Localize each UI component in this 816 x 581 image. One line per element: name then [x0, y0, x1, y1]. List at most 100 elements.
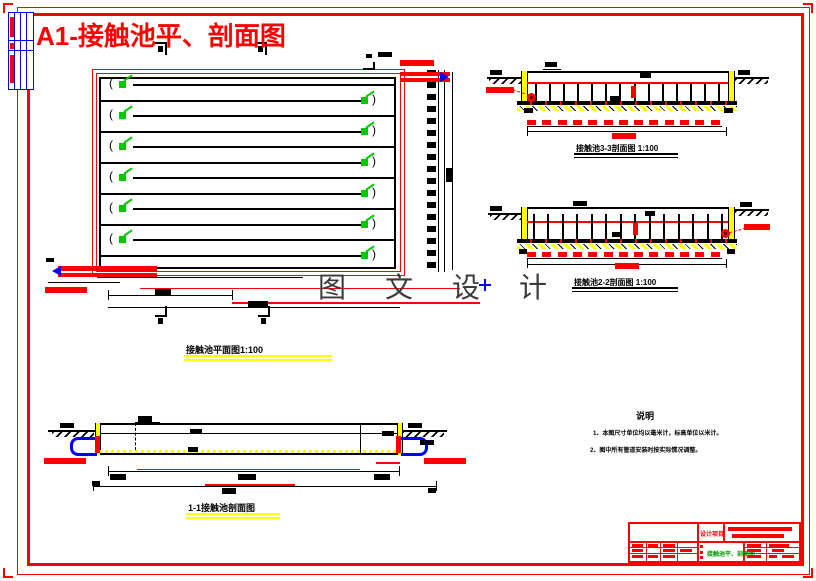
section-baffle	[690, 84, 692, 102]
s22-label: 接触池2-2剖面图 1:100	[574, 278, 657, 287]
flow-arrow-icon	[440, 72, 449, 82]
ground-hatch	[735, 79, 768, 84]
section-cut-mark	[265, 42, 267, 55]
bay-dim-blob	[649, 120, 659, 125]
pipe-mark	[373, 62, 375, 70]
outlet-pipe	[400, 72, 450, 76]
plan-baffle	[99, 161, 362, 164]
bay-dim-blob	[710, 120, 720, 125]
corner-mark	[803, 3, 813, 5]
dim-text-blob	[727, 249, 735, 254]
section-baffle	[662, 84, 664, 102]
flow-symbol-icon	[361, 158, 368, 166]
s11-tank-top	[95, 423, 401, 425]
corner-mark	[3, 576, 13, 578]
plan-baffle	[133, 84, 396, 86]
dim-line-red	[140, 288, 460, 289]
dim-line	[108, 295, 232, 296]
bay-dim-blob	[695, 120, 705, 125]
ground-hatch	[735, 211, 768, 216]
ground-line	[487, 77, 522, 79]
dim-text-blob	[573, 201, 587, 206]
section-cut-mark	[165, 306, 167, 317]
inlet-pipe-label-blob	[45, 287, 87, 293]
dim-text-blob	[138, 416, 152, 422]
dim-tick	[399, 466, 400, 476]
dim-text-blob	[378, 52, 392, 57]
dim-text-blob	[261, 318, 266, 324]
flow-symbol-icon	[361, 96, 368, 104]
bay-dim-blob	[557, 120, 567, 125]
flow-symbol-icon	[119, 236, 126, 243]
inlet-pipe	[58, 273, 157, 277]
label-underline	[574, 157, 678, 158]
s33-base-slab	[517, 101, 737, 105]
corner-mark	[3, 3, 5, 13]
dim-text-blob	[158, 46, 163, 52]
flow-symbol-icon	[119, 143, 126, 150]
section-baffle	[678, 214, 680, 239]
section-baffle	[707, 214, 709, 239]
total-dim-blob	[615, 263, 639, 269]
gate-arc-icon: (	[109, 169, 113, 183]
gate-arc-icon: (	[109, 138, 113, 152]
dim-line	[527, 131, 727, 132]
bay-dim-blob	[634, 252, 644, 257]
elevation-blob	[490, 206, 502, 211]
dim-text-blob	[428, 488, 436, 493]
bay-dim-blob	[664, 120, 674, 125]
section-baffle	[549, 84, 551, 102]
dim-text-blob	[645, 211, 655, 216]
watermark-text: 图 文 设 计	[318, 273, 564, 304]
elevation-blob	[490, 70, 502, 75]
section-baffle	[704, 84, 706, 102]
dim-text-blob	[190, 429, 202, 434]
plan-baffles: () () () () () ()	[99, 77, 396, 267]
plan-baffle	[133, 239, 396, 241]
dim-text-blob	[158, 318, 163, 324]
outlet-flange-icon	[401, 437, 428, 456]
s33-wall-right	[728, 71, 735, 103]
s22-tank-top	[522, 207, 733, 209]
section-baffle	[649, 214, 651, 239]
dim-tick	[527, 259, 528, 268]
channel-wall-hatch	[427, 70, 436, 272]
s22-base-slab	[517, 239, 737, 243]
s22-base-hatch	[517, 244, 737, 249]
section-baffle	[648, 84, 650, 102]
gate-arc-icon: (	[109, 107, 113, 121]
section-baffle	[605, 214, 607, 239]
dim-line-red	[137, 469, 360, 470]
plan-outer-wall	[92, 69, 405, 276]
s33-base-hatch	[517, 106, 737, 111]
elevation-blob	[60, 423, 74, 428]
plan-baffle	[99, 254, 362, 257]
flow-symbol-icon	[119, 205, 126, 212]
ground-hatch	[52, 432, 94, 437]
drawing-name: 接触池平、剖面图	[707, 552, 756, 558]
dim-line	[135, 422, 160, 423]
s22-water-line	[527, 221, 728, 223]
plan-baffle	[133, 208, 396, 210]
bay-dim-blob	[542, 252, 552, 257]
gate-arc-icon: (	[109, 200, 113, 214]
s11-divider	[360, 423, 361, 455]
bay-dim-blob	[588, 252, 598, 257]
s33-label: 接触池3-3剖面图 1:100	[576, 144, 659, 153]
plan-inner-wall	[96, 73, 401, 272]
dim-text-blob	[640, 73, 651, 78]
corner-mark	[811, 3, 813, 13]
section-baffle	[535, 84, 537, 102]
label-underline	[184, 355, 332, 357]
gate-arc-icon: )	[372, 122, 376, 137]
elevation-blob	[738, 70, 750, 75]
gate-arc-icon: (	[109, 76, 113, 90]
ground-hatch	[489, 79, 522, 84]
section-baffle	[718, 84, 720, 102]
dim-text-blob	[258, 46, 263, 52]
section-baffle	[619, 84, 621, 102]
section-baffle	[663, 214, 665, 239]
section-baffle	[577, 84, 579, 102]
section-baffle	[576, 214, 578, 239]
dim-text-blob	[420, 440, 434, 445]
